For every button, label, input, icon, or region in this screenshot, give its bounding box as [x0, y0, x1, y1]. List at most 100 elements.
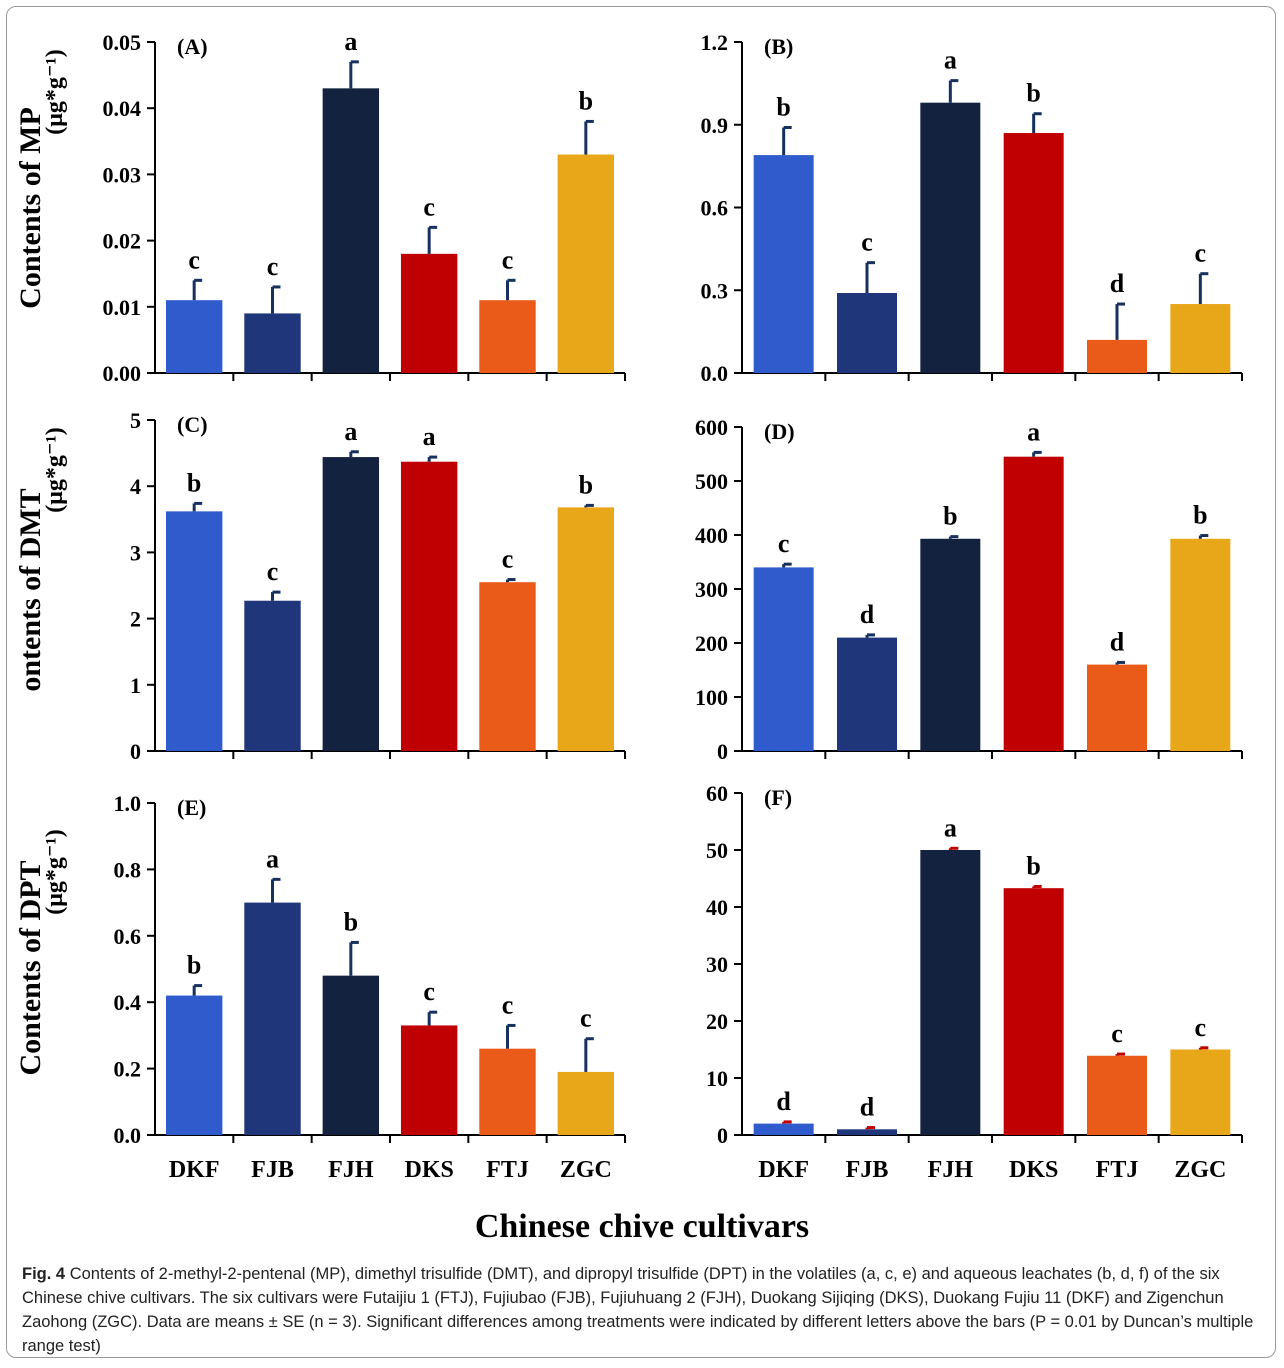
bar-fjb — [244, 313, 301, 373]
y-axis-title: Contents of DPT — [14, 861, 47, 1076]
significance-letter: d — [860, 1093, 875, 1122]
bar-dkf — [753, 155, 814, 373]
bar-fjh — [920, 850, 981, 1135]
category-label-zgc: ZGC — [560, 1157, 612, 1183]
category-label-dkf: DKF — [169, 1157, 220, 1183]
significance-letter: b — [776, 93, 790, 122]
y-tick-label: 0.02 — [103, 229, 142, 254]
panel-label: (A) — [177, 34, 208, 59]
significance-letter: d — [860, 600, 875, 629]
y-tick-label: 300 — [695, 577, 728, 602]
category-label-fjh: FJH — [928, 1157, 974, 1183]
bar-zgc — [557, 1071, 615, 1135]
y-tick-label: 0.6 — [701, 196, 729, 221]
y-tick-label: 50 — [706, 838, 728, 863]
panel-f: 0 10 20 30 40 50 60 d DKF d FJB a FJH b DKS c FTJ c ZGC (F) — [706, 781, 1243, 1183]
bar-fjb — [837, 637, 897, 751]
significance-letter: c — [580, 1004, 592, 1033]
panel-c: 0 1 2 3 4 5 b c a a c b (C) ontents of DMT(μg*g⁻¹) — [14, 408, 626, 764]
y-tick-label: 2 — [130, 607, 141, 632]
y-tick-label: 0 — [717, 1123, 728, 1148]
y-tick-label: 0.6 — [114, 924, 142, 949]
significance-letter: a — [344, 417, 357, 446]
significance-letter: d — [1110, 627, 1125, 656]
bar-fjb — [244, 600, 301, 751]
significance-letter: c — [502, 245, 514, 274]
category-label-dkf: DKF — [758, 1157, 809, 1183]
y-tick-label: 100 — [695, 685, 728, 710]
bar-zgc — [1170, 538, 1231, 751]
bar-dks — [1003, 888, 1064, 1135]
panel-d: 0 100 200 300 400 500 600 c d b a d b (D) — [695, 415, 1243, 764]
y-tick-label: 0.0 — [114, 1123, 142, 1148]
significance-letter: a — [344, 27, 357, 56]
panel-b: 0.0 0.3 0.6 0.9 1.2 b c a b d c (B) — [701, 30, 1243, 386]
significance-letter: c — [423, 192, 435, 221]
y-tick-label: 1.0 — [114, 791, 142, 816]
category-label-ftj: FTJ — [1096, 1157, 1139, 1183]
bar-zgc — [557, 507, 615, 751]
bar-dks — [400, 253, 458, 373]
y-tick-label: 0.0 — [701, 361, 729, 386]
significance-letter: d — [776, 1087, 791, 1116]
y-tick-label: 1 — [130, 673, 141, 698]
significance-letter: a — [266, 844, 279, 873]
y-tick-label: 0.4 — [114, 990, 142, 1015]
y-tick-label: 0.2 — [114, 1057, 142, 1082]
y-tick-label: 0.05 — [103, 30, 142, 55]
bar-ftj — [1087, 1055, 1147, 1135]
category-label-dks: DKS — [1009, 1157, 1058, 1183]
y-tick-label: 0.00 — [103, 361, 142, 386]
y-tick-label: 0.01 — [103, 295, 142, 320]
y-tick-label: 600 — [695, 415, 728, 440]
y-tick-label: 40 — [706, 895, 728, 920]
y-tick-label: 30 — [706, 952, 728, 977]
bar-zgc — [557, 154, 615, 373]
y-tick-label: 0.03 — [103, 162, 142, 187]
significance-letter: b — [344, 907, 358, 936]
y-tick-label: 0.8 — [114, 857, 142, 882]
y-tick-label: 0.3 — [701, 278, 729, 303]
significance-letter: c — [1111, 1019, 1123, 1048]
bar-dkf — [165, 995, 223, 1135]
significance-letter: d — [1110, 269, 1125, 298]
bar-fjh — [322, 975, 380, 1135]
significance-letter: a — [944, 813, 957, 842]
significance-letter: c — [267, 252, 279, 281]
bar-dks — [1003, 133, 1064, 373]
y-tick-label: 0.04 — [103, 96, 142, 121]
panel-e: 0.0 0.2 0.4 0.6 0.8 1.0 b DKF a FJB b FJH c DKS c FTJ c Z… — [14, 791, 626, 1183]
bar-dkf — [165, 300, 223, 373]
bar-fjb — [837, 293, 897, 373]
significance-letter: c — [423, 977, 435, 1006]
y-axis-title: Contents of MP — [14, 107, 47, 309]
bar-fjh — [322, 457, 380, 751]
y-tick-label: 10 — [706, 1066, 728, 1091]
category-label-fjh: FJH — [328, 1157, 374, 1183]
significance-letter: b — [1193, 501, 1207, 530]
category-label-dks: DKS — [404, 1157, 453, 1183]
bar-ftj — [479, 1048, 536, 1135]
panel-label: (E) — [177, 795, 206, 820]
panel-label: (C) — [177, 412, 208, 437]
bar-zgc — [1170, 1049, 1231, 1135]
y-tick-label: 200 — [695, 631, 728, 656]
y-tick-label: 3 — [130, 540, 141, 565]
significance-letter: c — [861, 228, 873, 257]
bar-zgc — [1170, 304, 1231, 373]
category-label-fjb: FJB — [251, 1157, 294, 1183]
y-tick-label: 500 — [695, 469, 728, 494]
bar-dkf — [165, 511, 223, 751]
category-label-ftj: FTJ — [486, 1157, 529, 1183]
bar-fjb — [244, 902, 301, 1135]
significance-letter: a — [1027, 417, 1040, 446]
y-tick-label: 20 — [706, 1009, 728, 1034]
y-tick-label: 4 — [130, 474, 141, 499]
bar-ftj — [1087, 339, 1147, 373]
y-tick-label: 0.9 — [701, 113, 729, 138]
significance-letter: c — [778, 529, 790, 558]
bar-dks — [1003, 456, 1064, 751]
bar-fjh — [920, 102, 981, 373]
panel-label: (F) — [764, 785, 792, 810]
y-tick-label: 5 — [130, 408, 141, 433]
